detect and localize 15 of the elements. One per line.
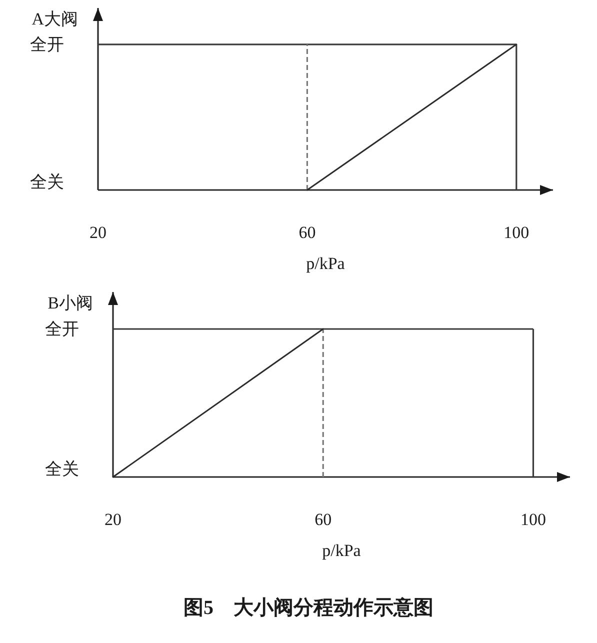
- ref-line-label: 全开: [45, 320, 79, 338]
- x-axis-title: p/kPa: [306, 254, 346, 273]
- caption: 图5 大小阀分程动作示意图: [184, 596, 434, 619]
- x-tick-label: 20: [104, 510, 122, 529]
- y-axis-title: A大阀: [32, 10, 78, 28]
- x-axis-title: p/kPa: [322, 541, 362, 560]
- x-tick-label: 20: [90, 223, 106, 242]
- x-tick-label: 60: [298, 223, 316, 242]
- x-tick-label: 100: [504, 223, 530, 242]
- x-tick-label: 60: [314, 510, 332, 529]
- y-axis-title: B小阀: [48, 294, 93, 312]
- x-tick-label: 100: [520, 510, 546, 529]
- ref-line-label: 全开: [30, 34, 64, 54]
- text: 全关: [30, 172, 64, 192]
- text: 全关: [45, 460, 79, 478]
